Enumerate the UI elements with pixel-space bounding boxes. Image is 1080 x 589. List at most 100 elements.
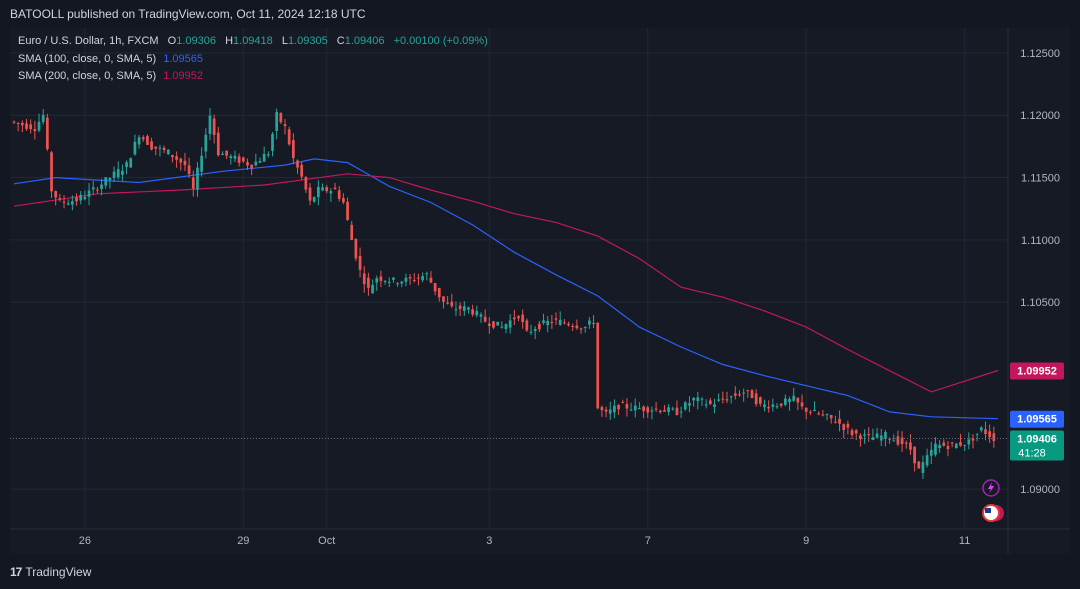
tradingview-logo[interactable]: 17 TradingView <box>10 565 91 579</box>
candle-body <box>154 146 158 149</box>
legend-sma200-row[interactable]: SMA (200, close, 0, SMA, 5) 1.09952 <box>18 70 203 82</box>
candle-body <box>917 461 921 469</box>
candle-body <box>550 321 554 323</box>
candle-body <box>733 393 737 396</box>
candle-body <box>454 309 458 311</box>
candle-body <box>950 442 954 444</box>
candle-body <box>58 198 62 200</box>
candle-body <box>588 320 591 325</box>
candle-body <box>329 191 333 194</box>
candle-body <box>859 435 862 440</box>
price-label-box <box>1010 410 1064 428</box>
candle-body <box>879 435 883 441</box>
candle-body <box>96 189 99 191</box>
candle-body <box>642 406 645 412</box>
candle-body <box>446 302 449 304</box>
candle-body <box>613 405 616 413</box>
candle-body <box>325 187 329 192</box>
candle-body <box>767 406 771 409</box>
candle-body <box>179 158 183 163</box>
candle-body <box>208 115 212 134</box>
candle-body <box>904 442 908 444</box>
candle-body <box>496 321 500 326</box>
candle-body <box>346 201 349 220</box>
candle-body <box>200 155 203 172</box>
candle-body <box>83 196 87 200</box>
candle-body <box>317 186 320 198</box>
candle-body <box>842 424 846 431</box>
candle-body <box>713 404 716 408</box>
candle-body <box>779 403 783 406</box>
candle-body <box>646 407 650 413</box>
legend-sma200-label: SMA (200, close, 0, SMA, 5) <box>18 70 157 82</box>
candle-body <box>221 153 224 155</box>
candle-body <box>888 438 891 440</box>
candle-body <box>333 187 337 190</box>
candle-body <box>775 406 779 408</box>
candle-body <box>187 165 191 175</box>
candle-body <box>992 433 996 441</box>
candle-body <box>696 397 700 402</box>
x-tick-label: 26 <box>79 535 91 547</box>
candle-body <box>121 170 124 175</box>
candle-body <box>479 314 483 317</box>
candle-body <box>596 322 600 409</box>
candle-body <box>41 114 45 123</box>
candle-body <box>542 320 545 324</box>
candle-body <box>884 432 887 439</box>
candle-body <box>158 147 162 149</box>
candle-body <box>979 427 983 431</box>
candle-body <box>954 443 958 449</box>
candle-body <box>925 455 929 466</box>
candle-body <box>108 177 112 181</box>
legend-sma100-row[interactable]: SMA (100, close, 0, SMA, 5) 1.09565 <box>18 53 203 65</box>
candle-body <box>929 449 933 456</box>
candle-body <box>521 314 525 323</box>
candle-body <box>204 134 208 152</box>
candle-body <box>621 402 625 404</box>
candle-body <box>533 328 537 332</box>
candle-body <box>529 331 533 333</box>
price-label-text: 1.09565 <box>1017 414 1057 426</box>
candle-body <box>462 306 466 311</box>
x-tick-label: 3 <box>486 535 492 547</box>
x-tick-label: 11 <box>959 535 970 547</box>
candle-body <box>863 434 866 436</box>
candle-body <box>387 281 391 283</box>
candle-body <box>116 169 120 178</box>
candle-body <box>558 319 562 325</box>
brand-label: TradingView <box>25 565 92 579</box>
candle-body <box>938 444 941 449</box>
candle-body <box>29 124 33 130</box>
top-bar: BATOOLL published on TradingView.com, Oc… <box>0 0 1080 28</box>
candle-body <box>617 404 620 410</box>
candle-body <box>483 316 487 322</box>
candle-body <box>308 187 312 201</box>
candle-body <box>492 321 495 328</box>
candle-body <box>467 307 470 310</box>
candle-body <box>746 390 750 392</box>
y-tick-label: 1.11500 <box>1021 173 1060 185</box>
candle-body <box>942 442 946 446</box>
candle-body <box>792 395 796 401</box>
candle-body <box>87 190 91 197</box>
candle-body <box>892 440 896 442</box>
candle-body <box>829 414 833 419</box>
price-chart[interactable]: 1.12500 1.12000 1.11500 1.11000 1.10500 1.090… <box>0 0 1080 555</box>
candle-body <box>742 392 746 394</box>
legend-symbol[interactable]: Euro / U.S. Dollar, 1h, FXCM <box>18 35 159 47</box>
candle-body <box>658 410 662 413</box>
candle-body <box>292 140 295 158</box>
candle-body <box>71 201 74 205</box>
candle-body <box>125 162 128 168</box>
lightning-event-icon <box>982 479 1000 497</box>
candle-body <box>796 397 800 403</box>
candle-body <box>429 277 433 283</box>
candle-body <box>508 320 512 328</box>
candle-body <box>237 156 241 163</box>
candle-body <box>54 191 58 198</box>
candle-body <box>137 137 141 145</box>
candle-body <box>46 117 49 149</box>
candle-body <box>554 318 558 320</box>
candle-body <box>16 122 20 124</box>
